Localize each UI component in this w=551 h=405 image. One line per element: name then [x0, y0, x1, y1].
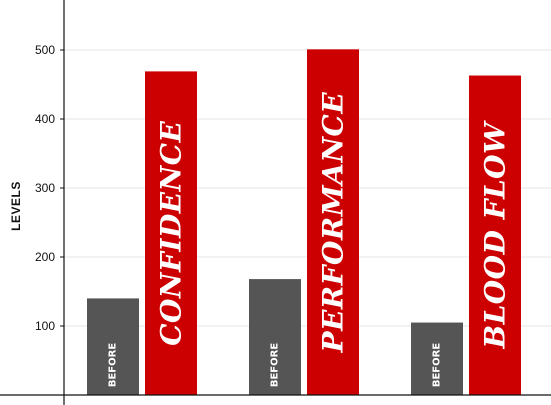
before-bar: [411, 322, 463, 395]
after-bar-label: PERFORMANCE: [317, 92, 350, 354]
before-bar-label: BEFORE: [432, 343, 443, 387]
before-bar: [87, 298, 139, 395]
y-tick-label: 500: [35, 43, 55, 57]
y-tick-label: 300: [35, 181, 55, 195]
bars-group: BEFORE CONFIDENCE BEFORE PERFORMANCE BEFORE B…: [87, 49, 521, 396]
y-tick-label: 400: [35, 112, 55, 126]
y-axis-label: LEVELS: [9, 181, 23, 231]
after-bar: [469, 75, 521, 395]
after-bar: [307, 49, 359, 396]
y-tick-label: 200: [35, 250, 55, 264]
after-bar-label: CONFIDENCE: [155, 120, 188, 345]
before-bar: [249, 279, 301, 395]
y-tick-label: 100: [35, 319, 55, 333]
before-bar-label: BEFORE: [270, 343, 281, 387]
after-bar: [145, 71, 197, 395]
before-bar-label: BEFORE: [108, 343, 119, 387]
after-bar-label: BLOOD FLOW: [479, 120, 512, 350]
